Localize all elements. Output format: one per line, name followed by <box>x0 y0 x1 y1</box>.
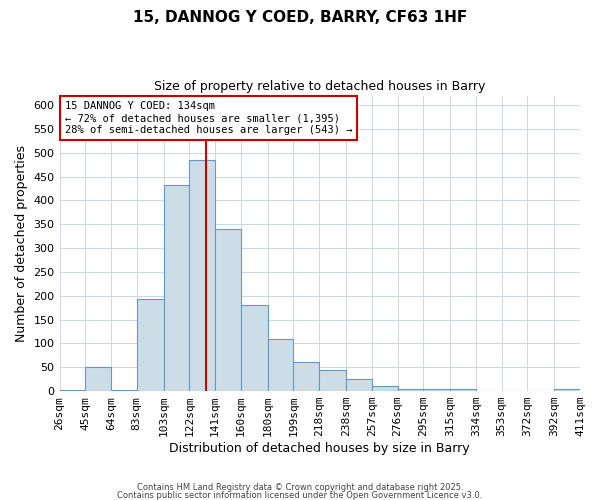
Text: Contains public sector information licensed under the Open Government Licence v3: Contains public sector information licen… <box>118 490 482 500</box>
Bar <box>450 388 476 391</box>
Bar <box>190 160 215 391</box>
Bar <box>293 362 319 391</box>
Text: Contains HM Land Registry data © Crown copyright and database right 2025.: Contains HM Land Registry data © Crown c… <box>137 484 463 492</box>
Bar <box>241 306 268 391</box>
Text: 15, DANNOG Y COED, BARRY, CF63 1HF: 15, DANNOG Y COED, BARRY, CF63 1HF <box>133 10 467 25</box>
Bar <box>215 229 241 391</box>
Bar <box>137 299 164 391</box>
Bar <box>554 388 580 391</box>
Bar <box>372 386 398 391</box>
Bar <box>346 379 372 391</box>
Bar <box>111 390 137 391</box>
Bar <box>268 338 293 391</box>
Text: 15 DANNOG Y COED: 134sqm
← 72% of detached houses are smaller (1,395)
28% of sem: 15 DANNOG Y COED: 134sqm ← 72% of detach… <box>65 102 352 134</box>
X-axis label: Distribution of detached houses by size in Barry: Distribution of detached houses by size … <box>169 442 470 455</box>
Bar <box>59 390 85 391</box>
Y-axis label: Number of detached properties: Number of detached properties <box>15 145 28 342</box>
Bar <box>398 388 423 391</box>
Bar <box>85 368 111 391</box>
Bar <box>319 370 346 391</box>
Bar <box>423 388 450 391</box>
Title: Size of property relative to detached houses in Barry: Size of property relative to detached ho… <box>154 80 485 93</box>
Bar <box>164 185 190 391</box>
